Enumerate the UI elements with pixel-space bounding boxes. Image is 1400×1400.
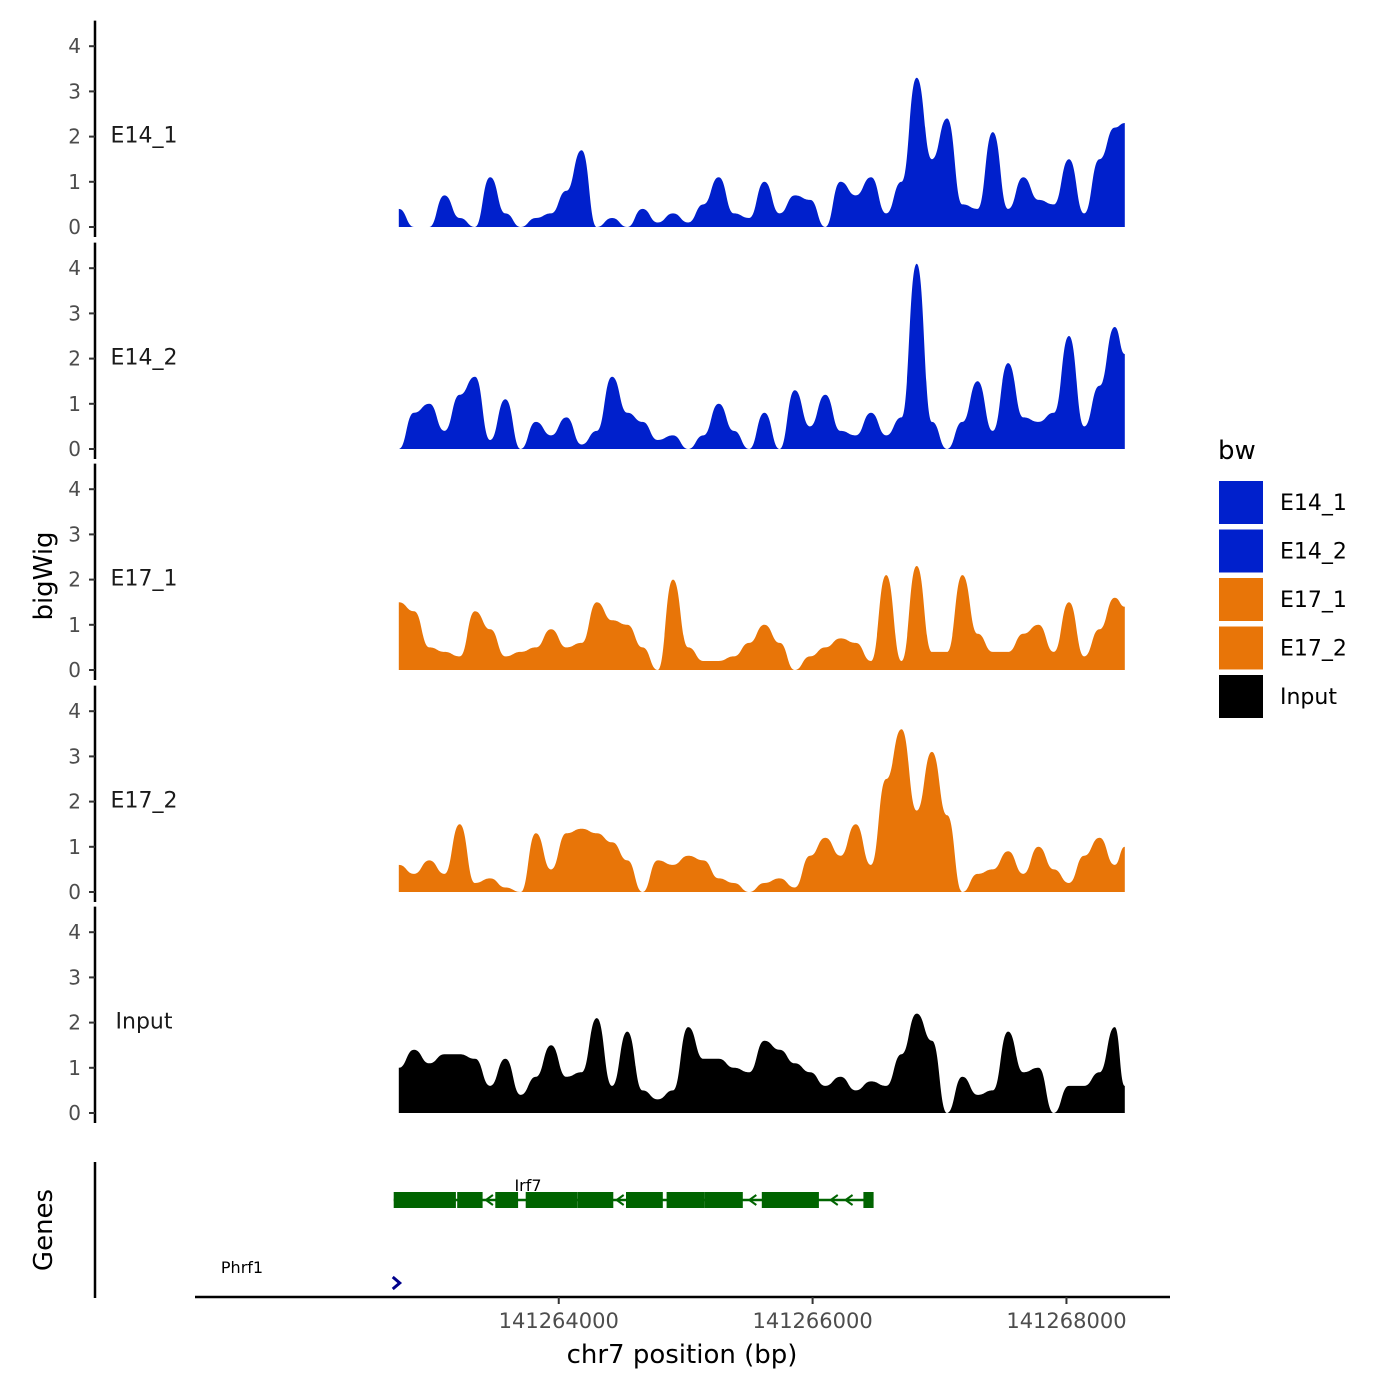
track-label: E14_2 — [111, 346, 178, 371]
y-tick-label: 3 — [68, 965, 81, 989]
y-tick-label: 4 — [68, 477, 81, 501]
coverage-area-Input — [398, 1013, 1125, 1113]
y-tick-label: 2 — [68, 568, 81, 592]
gene-exon — [393, 1192, 456, 1208]
legend-swatch — [1219, 578, 1263, 621]
y-tick-label: 3 — [68, 301, 81, 325]
y-tick-label: 2 — [68, 125, 81, 149]
gene-exon — [495, 1192, 519, 1208]
gene-mark-phrf1 — [391, 1275, 403, 1291]
y-tick-label: 2 — [68, 1011, 81, 1035]
y-tick-label: 2 — [68, 347, 81, 371]
y-tick-label: 4 — [68, 920, 81, 944]
legend-swatch — [1219, 529, 1263, 573]
legend-title: bw — [1218, 436, 1256, 466]
strand-arrow — [484, 1194, 494, 1206]
x-tick-label: 141266000 — [752, 1309, 872, 1333]
strand-arrow — [843, 1194, 854, 1206]
legend-swatch — [1219, 675, 1263, 718]
y-tick-label: 3 — [68, 79, 81, 103]
coverage-area-E17_2 — [398, 729, 1125, 892]
gene-exon — [577, 1192, 614, 1208]
y-tick-label: 1 — [68, 170, 81, 194]
gene-exon — [704, 1192, 743, 1208]
gene-exon — [525, 1192, 578, 1208]
y-tick-label: 0 — [68, 880, 81, 904]
legend-swatch — [1219, 481, 1263, 524]
strand-arrow — [829, 1194, 839, 1206]
legend: bw E14_1 E14_2 E17_1 E17_2 Input — [1218, 436, 1347, 718]
legend-swatch — [1219, 626, 1263, 670]
strand-arrow — [747, 1194, 757, 1206]
gene-exon — [666, 1192, 705, 1208]
x-tick-label: 141264000 — [499, 1309, 619, 1333]
y-tick-label: 2 — [68, 790, 81, 814]
legend-label: E14_2 — [1280, 540, 1347, 565]
y-axis-title: bigWig — [29, 531, 59, 620]
y-tick-label: 4 — [68, 699, 81, 723]
y-tick-label: 3 — [68, 522, 81, 546]
y-tick-label: 3 — [68, 744, 81, 768]
legend-label: E17_1 — [1280, 588, 1347, 613]
track-label: E14_1 — [111, 124, 178, 149]
x-axis: 141264000 141266000 141268000 — [195, 1295, 1170, 1333]
legend-label: E14_1 — [1280, 491, 1347, 516]
legend-label: Input — [1280, 685, 1337, 710]
coverage-tracks: 0 1 2 3 4 E14_1 0 1 2 3 4 E14_2 0 1 2 3 4 E17_1 0 1 2 3 4 E17_2… — [68, 20, 1125, 1125]
x-axis-title: chr7 position (bp) — [567, 1340, 798, 1370]
gene-exon — [457, 1192, 483, 1208]
genes-axis-title: Genes — [29, 1189, 59, 1271]
track-label: E17_1 — [111, 567, 178, 592]
track-label: E17_2 — [111, 789, 178, 814]
y-tick-label: 1 — [68, 613, 81, 637]
y-tick-label: 4 — [68, 256, 81, 280]
y-tick-label: 1 — [68, 1056, 81, 1080]
y-tick-label: 1 — [68, 835, 81, 859]
coverage-area-E17_1 — [398, 566, 1125, 670]
y-tick-label: 4 — [68, 34, 81, 58]
y-tick-label: 0 — [68, 658, 81, 682]
legend-label: E17_2 — [1280, 637, 1347, 662]
gene-track: Irf7 Phrf1 — [93, 1162, 874, 1298]
y-tick-label: 0 — [68, 1101, 81, 1125]
coverage-area-E14_1 — [398, 77, 1125, 227]
gene-exon — [761, 1192, 819, 1208]
x-tick-label: 141268000 — [1006, 1309, 1126, 1333]
gene-label-phrf1: Phrf1 — [221, 1258, 263, 1277]
strand-arrow — [614, 1194, 625, 1206]
y-tick-label: 1 — [68, 392, 81, 416]
y-tick-label: 0 — [68, 215, 81, 239]
coverage-area-E14_2 — [398, 263, 1125, 449]
gene-label-irf7: Irf7 — [514, 1176, 541, 1195]
gene-exon — [626, 1192, 663, 1208]
track-label: Input — [116, 1010, 173, 1035]
y-tick-label: 0 — [68, 437, 81, 461]
gene-exon — [863, 1192, 874, 1208]
